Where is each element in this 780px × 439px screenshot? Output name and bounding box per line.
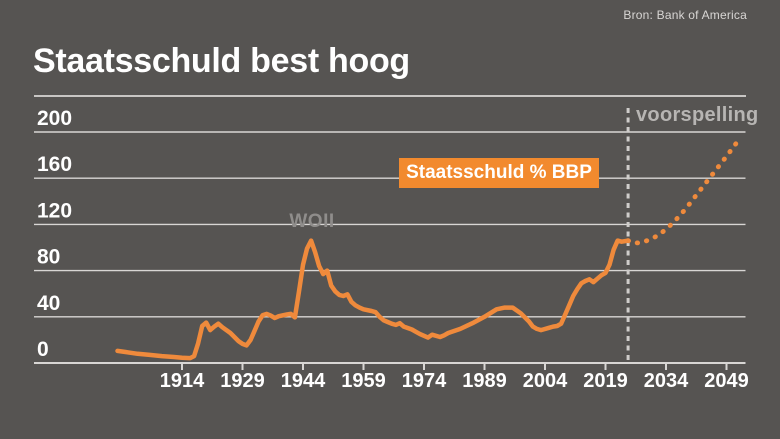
source-text: Bron: Bank of America (623, 8, 747, 22)
x-tick-label: 1944 (281, 370, 326, 392)
y-tick-label: 160 (37, 153, 72, 176)
y-tick-label: 40 (37, 292, 60, 315)
wwii-annotation: WOII (289, 211, 335, 232)
debt-line-forecast (625, 137, 741, 246)
y-tick-label: 0 (37, 338, 49, 361)
x-tick-label: 1959 (341, 370, 386, 392)
series-label-badge: Staatsschuld % BBP (399, 158, 599, 188)
x-tick-label: 1929 (220, 370, 265, 392)
debt-line-historical (115, 238, 631, 361)
y-tick-label: 120 (37, 199, 72, 222)
x-tick-label: 2049 (704, 370, 749, 392)
page-title: Staatsschuld best hoog (33, 42, 410, 80)
x-tick-label: 2034 (644, 370, 689, 392)
x-tick-label: 2004 (523, 370, 568, 392)
x-tick-label: 1989 (462, 370, 507, 392)
title-divider (34, 95, 746, 97)
y-tick-label: 200 (37, 107, 72, 130)
x-tick-label: 2019 (583, 370, 628, 392)
x-tick-label: 1914 (160, 370, 205, 392)
y-tick-label: 80 (37, 246, 60, 269)
forecast-annotation: voorspelling (636, 104, 759, 126)
x-tick-label: 1974 (402, 370, 447, 392)
